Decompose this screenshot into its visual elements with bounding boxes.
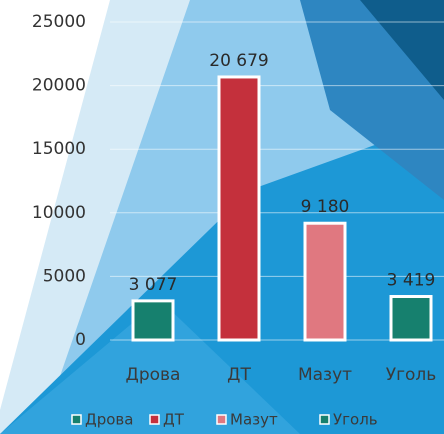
legend-label: ДТ bbox=[163, 411, 185, 429]
value-label: 20 679 bbox=[209, 51, 268, 71]
legend-marker bbox=[217, 415, 226, 424]
bar bbox=[219, 77, 259, 340]
bar bbox=[305, 223, 345, 340]
legend-marker bbox=[72, 415, 81, 424]
value-label: 3 419 bbox=[387, 271, 436, 291]
x-tick-label: Уголь bbox=[386, 365, 437, 385]
value-label: 3 077 bbox=[129, 275, 178, 295]
y-tick-label: 15000 bbox=[32, 139, 86, 159]
page: 0 5000 10000 15000 20000 25000 Дрова 3 077 ДТ 20 … bbox=[0, 0, 444, 434]
y-tick-label: 10000 bbox=[32, 203, 86, 223]
legend-marker bbox=[320, 415, 329, 424]
bar bbox=[133, 301, 173, 340]
y-tick-label: 25000 bbox=[32, 12, 86, 32]
x-tick-label: ДТ bbox=[227, 365, 251, 385]
chart: 0 5000 10000 15000 20000 25000 Дрова 3 077 ДТ 20 … bbox=[0, 0, 444, 434]
legend-marker bbox=[150, 415, 159, 424]
y-tick-label: 5000 bbox=[43, 266, 86, 286]
x-tick-label: Мазут bbox=[298, 365, 352, 385]
legend-label: Мазут bbox=[230, 411, 278, 429]
y-tick-label: 20000 bbox=[32, 76, 86, 96]
y-tick-label: 0 bbox=[75, 330, 86, 350]
bar bbox=[391, 297, 431, 340]
legend-label: Уголь bbox=[333, 411, 378, 429]
value-label: 9 180 bbox=[301, 197, 350, 217]
legend-label: Дрова bbox=[85, 411, 133, 429]
x-tick-label: Дрова bbox=[126, 365, 181, 385]
